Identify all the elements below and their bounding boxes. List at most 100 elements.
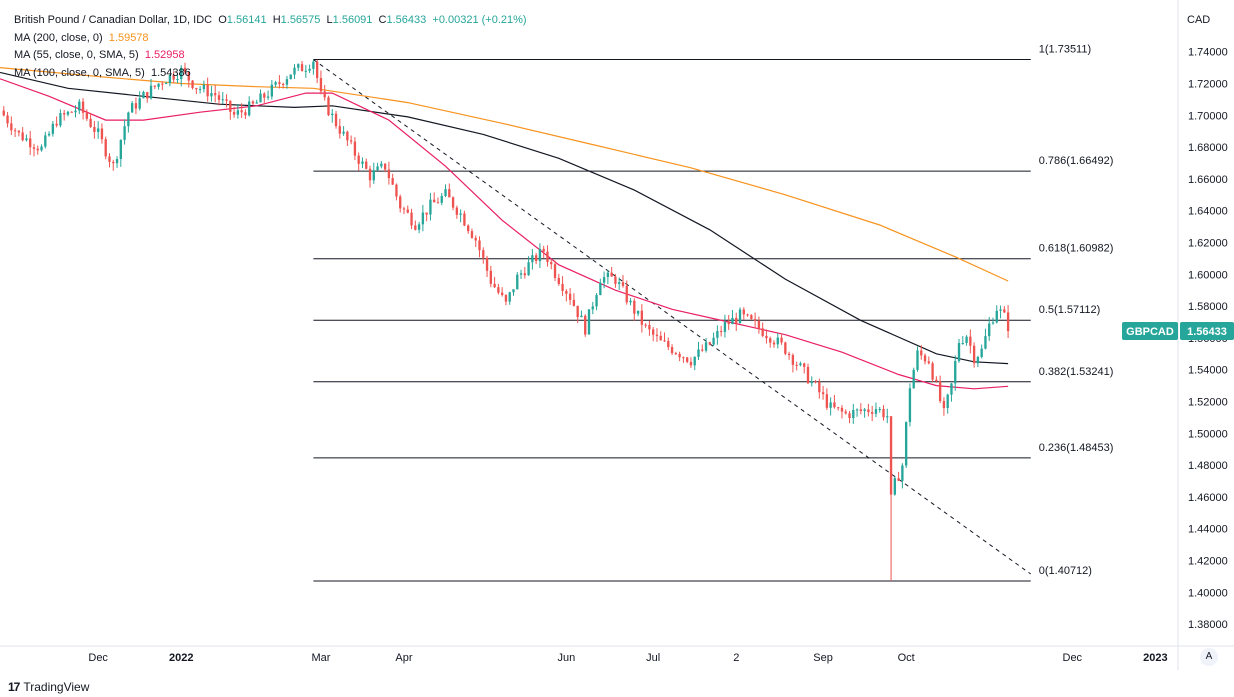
time-tick-label: Jun bbox=[557, 652, 575, 664]
moving-averages bbox=[0, 67, 1009, 390]
fib-level-label: 0.5(1.57112) bbox=[1039, 304, 1101, 316]
candle-body bbox=[134, 103, 138, 109]
candle-body bbox=[599, 282, 602, 296]
candle-body bbox=[244, 112, 247, 116]
candle-body bbox=[467, 225, 470, 232]
high-label: H bbox=[272, 14, 281, 26]
candle-body bbox=[25, 138, 28, 141]
candle-body bbox=[791, 355, 795, 365]
candle-body bbox=[210, 93, 213, 97]
candle-body bbox=[63, 113, 66, 115]
candle-body bbox=[399, 196, 402, 209]
last-price-label: 1.56433 bbox=[1187, 326, 1227, 338]
candle-body bbox=[10, 123, 13, 131]
candle-body bbox=[74, 110, 77, 113]
candle-body bbox=[289, 74, 292, 80]
candle-body bbox=[855, 409, 859, 411]
candle-body bbox=[516, 274, 519, 290]
candle-body bbox=[803, 363, 806, 367]
candle-body bbox=[735, 317, 738, 324]
candle-body bbox=[984, 336, 987, 349]
open-label: O bbox=[218, 14, 227, 26]
candle-body bbox=[780, 337, 783, 343]
fibonacci-labels: 1(1.73511) 0.786(1.66492) 0.618(1.60982) 0.… bbox=[1039, 44, 1114, 577]
candle-body bbox=[183, 67, 187, 73]
candle-body bbox=[368, 168, 372, 181]
tradingview-footer[interactable]: 17 TradingView bbox=[8, 680, 89, 694]
candle-body bbox=[723, 322, 727, 332]
ma100-row[interactable]: MA (100, close, 0, SMA, 5) 1.54386 bbox=[14, 65, 527, 83]
candle-body bbox=[17, 130, 21, 133]
candle-body bbox=[799, 363, 802, 366]
candle-body bbox=[81, 101, 85, 113]
candle-body bbox=[584, 315, 587, 335]
time-axis[interactable]: Dec 2022 Mar Apr Jun Jul 2 Sep Oct Dec 2023 bbox=[0, 645, 1234, 664]
candle-body bbox=[93, 126, 96, 132]
candle-body bbox=[629, 300, 632, 303]
candle-body bbox=[935, 379, 938, 382]
candle-body bbox=[59, 113, 62, 126]
price-tick-label: 1.42000 bbox=[1188, 556, 1228, 568]
candle-body bbox=[991, 322, 995, 324]
candle-body bbox=[772, 342, 776, 345]
candle-body bbox=[47, 133, 51, 136]
candle-body bbox=[500, 292, 504, 296]
candle-body bbox=[263, 93, 266, 98]
candle-body bbox=[655, 334, 659, 336]
chart-legend: British Pound / Canadian Dollar, 1D, IDC… bbox=[14, 12, 527, 82]
candle-body bbox=[738, 309, 742, 324]
candle-body bbox=[433, 199, 436, 203]
candle-body bbox=[644, 324, 647, 326]
candle-body bbox=[225, 99, 228, 101]
candle-body bbox=[833, 402, 836, 408]
candle-body bbox=[372, 170, 375, 181]
candle-body bbox=[32, 147, 36, 149]
candle-body bbox=[961, 342, 964, 344]
candle-body bbox=[100, 128, 104, 140]
candle-body bbox=[697, 349, 700, 357]
candle-body bbox=[912, 369, 915, 389]
candle-body bbox=[784, 342, 787, 354]
candle-body bbox=[825, 394, 829, 408]
candle-body bbox=[840, 407, 844, 412]
candle-body bbox=[142, 92, 145, 99]
candle-body bbox=[51, 123, 55, 134]
symbol-title[interactable]: British Pound / Canadian Dollar, 1D, IDC bbox=[14, 14, 213, 26]
brand-name: TradingView bbox=[23, 680, 90, 694]
candle-body bbox=[640, 310, 644, 325]
candle-body bbox=[240, 110, 243, 113]
price-tick-label: 1.74000 bbox=[1188, 47, 1228, 59]
candle-body bbox=[474, 237, 477, 241]
candle-body bbox=[648, 325, 651, 330]
trendline-dashed bbox=[313, 59, 1032, 575]
ma200-row[interactable]: MA (200, close, 0) 1.59578 bbox=[14, 30, 527, 48]
candle-body bbox=[787, 353, 791, 356]
time-tick-label: Jul bbox=[646, 652, 660, 664]
candle-body bbox=[365, 161, 368, 169]
auto-scale-button[interactable]: A bbox=[1200, 648, 1218, 666]
time-tick-label: Oct bbox=[898, 652, 915, 664]
candle-body bbox=[972, 345, 976, 364]
candle-body bbox=[331, 113, 334, 116]
candle-body bbox=[761, 328, 764, 336]
price-tick-label: 1.38000 bbox=[1188, 619, 1228, 631]
ma55-value: 1.52958 bbox=[144, 49, 185, 61]
candle-body bbox=[251, 101, 255, 104]
candle-body bbox=[36, 148, 39, 151]
ma200-value: 1.59578 bbox=[108, 31, 149, 44]
candle-body bbox=[323, 91, 326, 98]
fib-level-label: 0.786(1.66492) bbox=[1039, 155, 1114, 167]
dashed-trendline bbox=[313, 59, 1032, 575]
candle-body bbox=[380, 163, 383, 167]
candle-body bbox=[765, 335, 768, 339]
candle-body bbox=[621, 282, 625, 286]
candle-body bbox=[89, 118, 92, 127]
change-value: +0.00321 (+0.21%) bbox=[432, 14, 527, 26]
candle-body bbox=[315, 61, 319, 79]
price-tick-label: 1.66000 bbox=[1188, 174, 1228, 186]
ma55-row[interactable]: MA (55, close, 0, SMA, 5) 1.52958 bbox=[14, 47, 527, 65]
candle-body bbox=[387, 169, 391, 179]
candle-body bbox=[153, 85, 156, 87]
candle-body bbox=[950, 383, 953, 395]
